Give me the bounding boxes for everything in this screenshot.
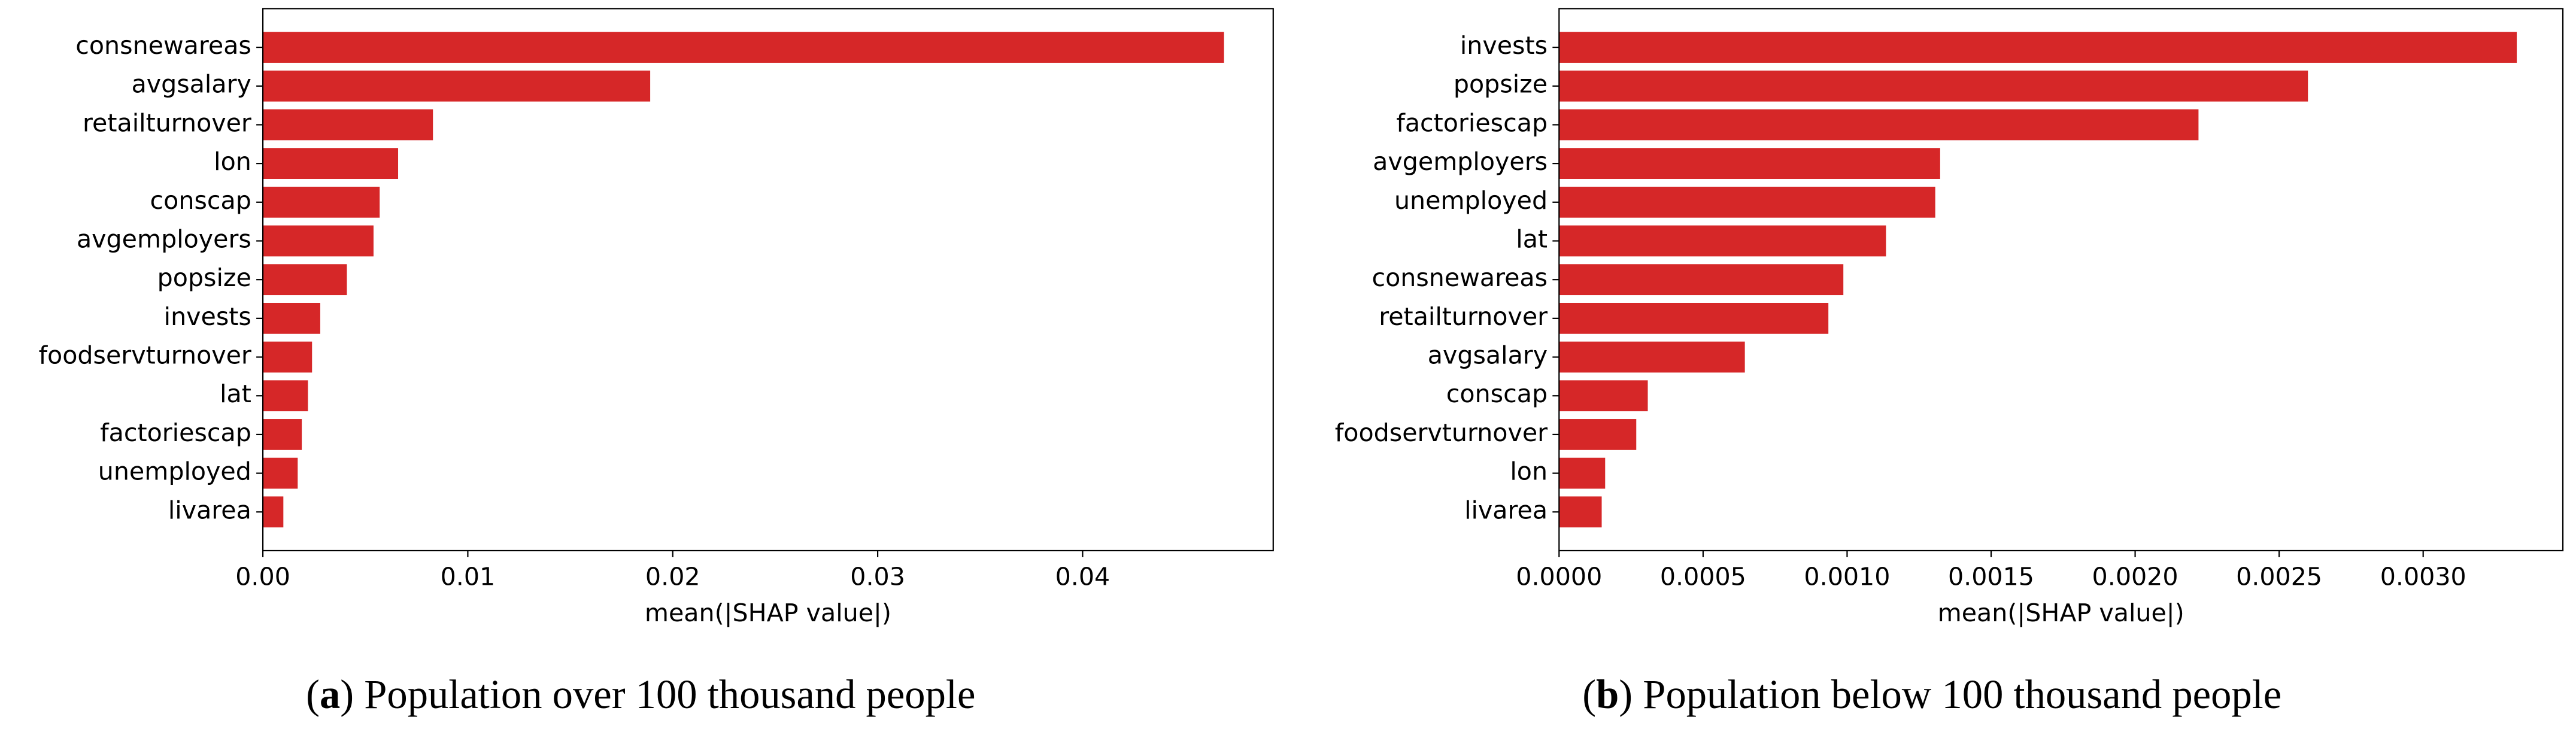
caption: (b) Population below 100 thousand people [1582, 672, 2281, 717]
bar [263, 70, 651, 102]
bar [263, 419, 302, 450]
plot-frame [262, 8, 1274, 552]
x-tick-label: 0.03 [850, 563, 905, 591]
y-tick-label: foodservturnover [1335, 418, 1548, 447]
y-tick-label: retailturnover [83, 108, 251, 137]
bar [263, 496, 284, 528]
bar [1559, 148, 1940, 179]
y-tick-label: lat [1516, 224, 1548, 253]
bar [1559, 302, 1829, 334]
x-axis-label: mean(|SHAP value|) [1938, 599, 2184, 627]
bar [1559, 32, 2517, 63]
y-tick-label: consnewareas [1372, 263, 1548, 292]
caption-text: Population below 100 thousand people [1643, 672, 2281, 717]
x-tick-label: 0.0010 [1804, 563, 1890, 591]
y-tick-label: livarea [168, 496, 251, 524]
bar [263, 302, 320, 334]
x-tick-label: 0.0030 [2380, 563, 2466, 591]
x-tick-label: 0.0005 [1660, 563, 1746, 591]
y-tick-label: avgsalary [1428, 341, 1548, 370]
y-tick-label: factoriescap [100, 418, 251, 447]
y-tick-label: foodservturnover [39, 341, 251, 370]
y-tick-label: lon [1510, 457, 1548, 486]
caption: (a) Population over 100 thousand people [306, 672, 975, 717]
bar [263, 109, 433, 141]
bar [1559, 264, 1844, 296]
bar [1559, 109, 2199, 141]
bar [263, 225, 374, 257]
bar [1559, 225, 1886, 257]
bar [263, 32, 1224, 63]
caption-text: Population over 100 thousand people [364, 672, 975, 717]
x-tick-label: 0.0020 [2092, 563, 2178, 591]
bar [263, 457, 298, 489]
y-tick-label: livarea [1464, 496, 1548, 524]
bar [263, 341, 312, 373]
x-tick-label: 0.01 [441, 563, 496, 591]
y-tick-label: factoriescap [1396, 108, 1548, 137]
y-tick-label: invests [1460, 31, 1548, 60]
y-tick-label: avgemployers [1373, 147, 1548, 176]
y-tick-label: popsize [1454, 70, 1548, 99]
caption-paren: ( [306, 672, 320, 717]
x-tick-label: 0.0015 [1948, 563, 2034, 591]
y-tick-label: invests [164, 302, 251, 331]
y-tick-label: consnewareas [75, 31, 251, 60]
x-tick-label: 0.0000 [1516, 563, 1602, 591]
bar [263, 380, 308, 412]
x-tick-label: 0.04 [1055, 563, 1110, 591]
x-tick-label: 0.00 [235, 563, 290, 591]
y-tick-label: retailturnover [1379, 302, 1548, 331]
y-tick-label: conscap [150, 186, 251, 215]
caption-paren: ) [1619, 672, 1643, 717]
caption-paren: ( [1582, 672, 1596, 717]
y-tick-label: avgsalary [132, 70, 251, 99]
bar [1559, 457, 1606, 489]
plot-frame [1558, 8, 2564, 552]
y-tick-label: unemployed [1394, 186, 1548, 215]
y-tick-label: lon [214, 147, 251, 176]
bar [1559, 496, 1602, 528]
bar [263, 148, 399, 179]
bar [263, 186, 380, 218]
y-tick-label: lat [220, 379, 251, 408]
y-tick-label: avgemployers [77, 224, 251, 253]
bar [263, 264, 347, 296]
caption-label: b [1596, 672, 1619, 717]
bar [1559, 419, 1637, 450]
y-tick-label: unemployed [98, 457, 251, 486]
x-axis-label: mean(|SHAP value|) [645, 599, 891, 627]
bar [1559, 341, 1745, 373]
y-tick-label: popsize [157, 263, 251, 292]
y-tick-label: conscap [1446, 379, 1548, 408]
bar [1559, 186, 1935, 218]
bar [1559, 380, 1648, 412]
bar [1559, 70, 2308, 102]
caption-paren: ) [340, 672, 364, 717]
caption-label: a [320, 672, 340, 717]
x-tick-label: 0.0025 [2236, 563, 2322, 591]
x-tick-label: 0.02 [645, 563, 700, 591]
